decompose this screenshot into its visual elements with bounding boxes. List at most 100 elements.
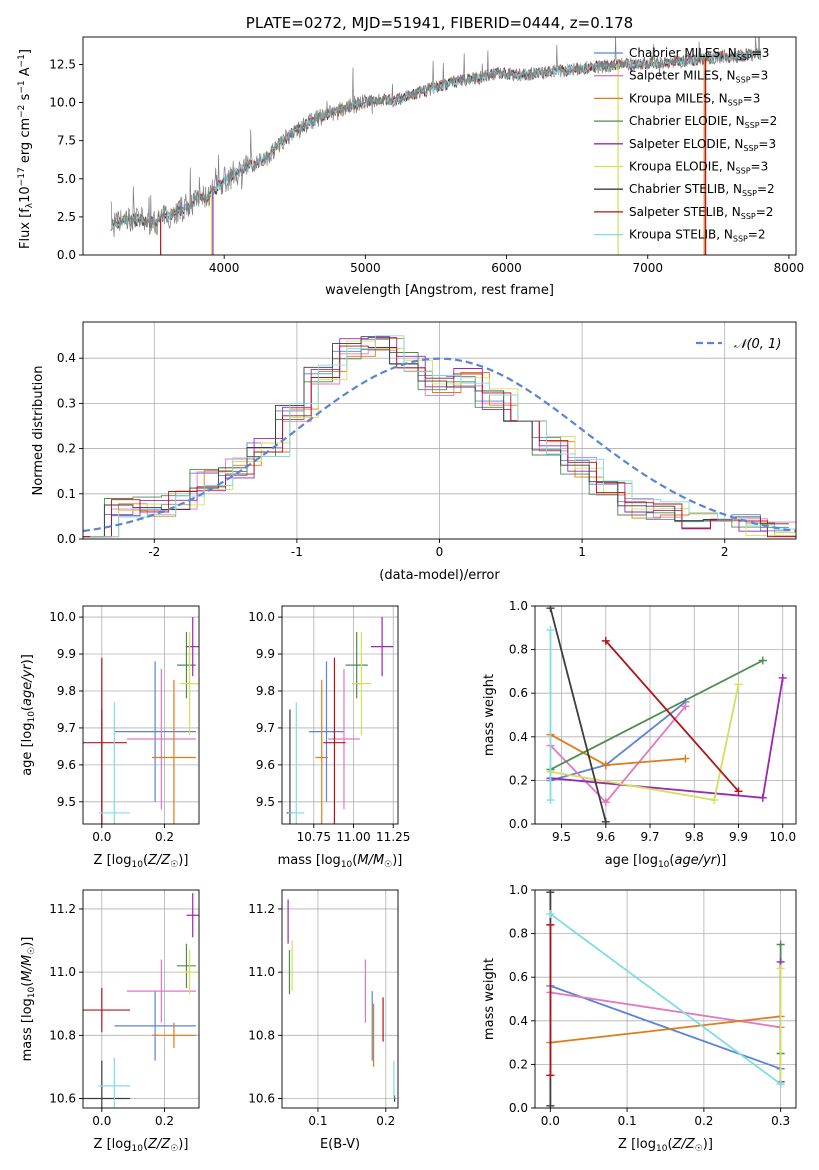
weight-line-1 — [550, 991, 781, 1029]
x-tick-label: 9.8 — [685, 830, 704, 844]
legend-label-2: Kroupa MILES, NSSP=3 — [629, 91, 760, 107]
weight-marker — [734, 787, 743, 796]
panel-2: 0.0 0.2 9.5 9.6 9.7 9.8 9.9 10.0 Z [log10(Z/Z☉)]… — [20, 605, 200, 870]
legend-label-6: Chabrier STELIB, NSSP=2 — [629, 182, 775, 198]
x-axis-label: Z [log10(Z/Z☉)] — [94, 853, 189, 870]
x-axis-label: Z [log10(Z/Z☉)] — [618, 1137, 713, 1154]
errorbar-point-5 — [180, 950, 199, 995]
errorbar-point-1 — [126, 668, 196, 810]
y-axis-label: mass [log10(M/M☉)] — [20, 937, 37, 1062]
y-tick-label: 7.5 — [57, 134, 76, 148]
weight-marker — [546, 909, 555, 918]
histogram-step-7 — [83, 345, 796, 538]
panel-3: 10.75 11.00 11.25 9.5 9.6 9.7 9.8 9.9 10.0 mass [… — [248, 605, 410, 870]
y-tick-label: 9.5 — [57, 795, 76, 809]
y-tick-label: 9.5 — [256, 795, 275, 809]
weight-marker — [546, 606, 555, 613]
errorbar-point-2 — [315, 679, 329, 824]
axes-frame — [281, 889, 399, 1109]
y-tick-label: 11.0 — [248, 965, 275, 979]
weight-marker — [758, 656, 767, 665]
y-tick-label: 0.2 — [509, 1057, 528, 1071]
y-tick-label: 9.7 — [57, 721, 76, 735]
axes-frame — [82, 889, 200, 1109]
y-tick-label: 11.0 — [49, 965, 76, 979]
weight-line-8 — [549, 913, 782, 1085]
errorbar-plot-area — [83, 893, 199, 1108]
weight-line-6 — [549, 607, 607, 823]
errorbar-point-5 — [180, 631, 199, 736]
axes-frame — [281, 605, 399, 825]
observed-spectrum — [110, 37, 762, 238]
y-tick-label: 9.8 — [256, 684, 275, 698]
x-tick-label: 0.1 — [618, 1114, 637, 1128]
y-axis-label: age [log10(age/yr)] — [20, 654, 37, 776]
weight-marker — [734, 680, 743, 689]
y-tick-label: 10.8 — [49, 1028, 76, 1042]
axes-frame — [82, 605, 200, 825]
x-tick-label: 0.2 — [155, 830, 174, 844]
weight-marker — [778, 673, 787, 682]
y-tick-label: 0.6 — [509, 970, 528, 984]
errorbar-point-2 — [151, 1022, 196, 1048]
errorbar-plot-area — [286, 617, 394, 824]
weight-line-5 — [550, 684, 740, 802]
weight-marker — [546, 1071, 555, 1080]
x-tick-label: 7000 — [632, 261, 663, 275]
weight-marker — [681, 754, 690, 763]
axes-frame — [534, 889, 797, 1109]
y-tick-label: 0.4 — [509, 730, 528, 744]
y-tick-label: 0.2 — [57, 442, 76, 456]
y-tick-label: 10.0 — [49, 96, 76, 110]
errorbar-plot-area — [287, 899, 396, 1102]
errorbar-point-0 — [114, 661, 196, 802]
panel-1: -2 -1 0 1 2 0.0 0.1 0.2 0.3 0.4 (data-model)/error… — [31, 321, 797, 583]
weight-marker — [601, 798, 610, 807]
errorbar-plot-area — [83, 617, 199, 824]
y-tick-label: 0.2 — [509, 773, 528, 787]
x-tick-label: -1 — [291, 545, 303, 559]
y-tick-label: 9.6 — [57, 758, 76, 772]
weight-line-2 — [550, 1015, 781, 1044]
histogram-step-4 — [83, 337, 796, 538]
x-tick-label: 8000 — [774, 261, 805, 275]
spectrum-plot-area — [110, 37, 762, 255]
y-tick-label: 0.3 — [57, 396, 76, 410]
errorbar-point-7 — [323, 657, 346, 824]
x-axis-label: age [log10(age/yr)] — [605, 853, 727, 870]
y-tick-label: 0.0 — [509, 817, 528, 831]
y-tick-label: 10.6 — [49, 1092, 76, 1106]
x-tick-label: 10.75 — [297, 830, 331, 844]
weight-plot-area — [546, 606, 787, 824]
weight-marker — [546, 1101, 555, 1108]
legend-label-4: Salpeter ELODIE, NSSP=3 — [629, 137, 776, 153]
y-tick-label: 0.0 — [57, 248, 76, 262]
histogram-plot-area — [83, 335, 796, 538]
panel-5: 0.0 0.2 10.6 10.8 11.0 11.2 Z [log10(Z/Z☉)] mas… — [20, 889, 200, 1154]
weight-marker — [546, 796, 555, 805]
x-tick-label: 0.0 — [92, 1114, 111, 1128]
weight-plot-area — [546, 890, 785, 1108]
errorbar-point-8 — [98, 702, 131, 824]
weight-marker — [601, 817, 610, 824]
x-tick-label: 0.2 — [694, 1114, 713, 1128]
weight-line-2 — [550, 733, 686, 767]
x-tick-label: 0.2 — [376, 1114, 395, 1128]
x-tick-label: -2 — [148, 545, 160, 559]
errorbar-point-8 — [98, 1057, 131, 1108]
y-tick-label: 0.4 — [509, 1014, 528, 1028]
axes-frame — [534, 605, 797, 825]
y-tick-label: 0.1 — [57, 487, 76, 501]
x-axis-label: E(B-V) — [320, 1137, 360, 1152]
x-tick-label: 11.25 — [376, 830, 410, 844]
y-tick-label: 2.5 — [57, 210, 76, 224]
y-tick-label: 0.4 — [57, 351, 76, 365]
x-axis-label: Z [log10(Z/Z☉)] — [94, 1137, 189, 1154]
weight-line-0 — [550, 701, 686, 782]
x-axis-label: mass [log10(M/M☉)] — [278, 853, 403, 870]
legend-label-5: Kroupa ELODIE, NSSP=3 — [629, 160, 768, 176]
x-tick-label: 0.0 — [92, 830, 111, 844]
weight-marker — [546, 890, 555, 897]
legend-label-0: Chabrier MILES, NSSP=3 — [629, 46, 769, 62]
